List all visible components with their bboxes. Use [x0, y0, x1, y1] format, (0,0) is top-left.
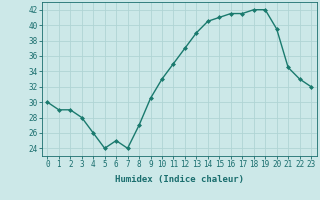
X-axis label: Humidex (Indice chaleur): Humidex (Indice chaleur): [115, 175, 244, 184]
